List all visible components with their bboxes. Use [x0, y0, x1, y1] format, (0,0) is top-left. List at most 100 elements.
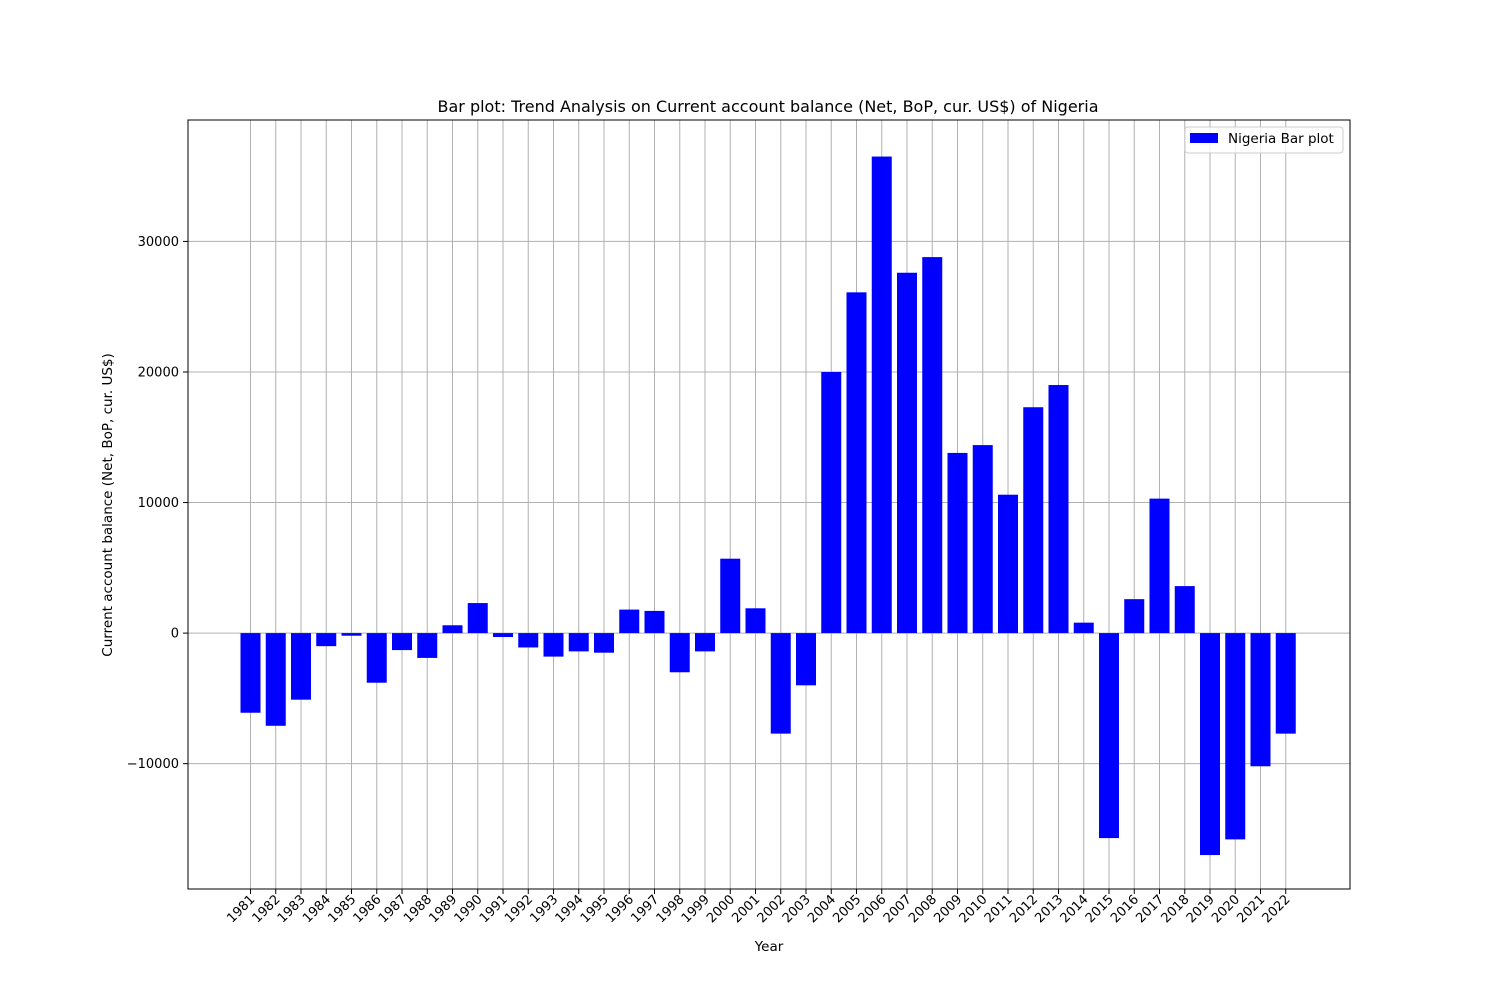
x-tick-label: 2001	[729, 892, 763, 926]
y-tick-label: 30000	[138, 235, 179, 250]
bar-1998	[669, 633, 690, 673]
x-tick-label: 1999	[679, 892, 713, 926]
bar-2022	[1275, 633, 1296, 734]
bar-1993	[543, 633, 564, 657]
bar-2017	[1149, 498, 1170, 634]
x-tick-label: 2013	[1032, 892, 1066, 926]
x-tick-label: 1989	[426, 892, 460, 926]
bar-2007	[897, 272, 917, 634]
x-tick-label: 2014	[1058, 892, 1092, 926]
bar-1985	[341, 633, 362, 636]
x-tick-label: 1985	[325, 892, 359, 926]
x-tick-label: 2011	[982, 892, 1016, 926]
x-tick-label: 1995	[578, 892, 612, 926]
legend-box	[1184, 126, 1344, 154]
x-tick-label: 2005	[830, 892, 864, 926]
bar-2021	[1250, 633, 1271, 767]
bar-1996	[619, 609, 640, 634]
x-tick-label: 2012	[1007, 892, 1041, 926]
bar-2015	[1099, 633, 1119, 839]
bar-2005	[846, 292, 867, 634]
x-tick-label: 2010	[957, 892, 991, 926]
bar-1987	[392, 633, 412, 651]
x-tick-label: 2000	[704, 892, 738, 926]
legend-label: Nigeria Bar plot	[1228, 131, 1334, 147]
legend: Nigeria Bar plot	[1184, 126, 1344, 154]
bar-2001	[745, 608, 766, 634]
x-tick-label: 1987	[376, 892, 410, 926]
x-tick-label: 1991	[477, 892, 511, 926]
bar-2004	[821, 371, 842, 634]
y-tick-label: 20000	[138, 365, 179, 380]
bar-1981	[240, 633, 261, 713]
x-tick-label: 1998	[654, 892, 688, 926]
x-tick-label: 1982	[250, 892, 284, 926]
x-tick-label: 2018	[1159, 892, 1193, 926]
bar-2000	[720, 558, 741, 634]
bar-1991	[493, 633, 513, 638]
bar-2008	[922, 257, 943, 634]
x-tick-label: 2002	[755, 892, 789, 926]
x-axis-ticks: 1981198219831984198519861987198819891990…	[224, 889, 1294, 926]
x-tick-label: 2022	[1260, 892, 1294, 926]
legend-swatch	[1190, 133, 1218, 143]
x-tick-label: 2006	[856, 892, 890, 926]
x-tick-label: 1996	[603, 892, 637, 926]
bars	[240, 156, 1296, 856]
bar-2014	[1073, 622, 1094, 634]
x-tick-label: 2007	[881, 892, 915, 926]
x-tick-label: 2003	[780, 892, 814, 926]
x-tick-label: 2021	[1234, 892, 1268, 926]
y-axis-label: Current account balance (Net, BoP, cur. …	[100, 353, 116, 656]
x-tick-label: 1983	[275, 892, 309, 926]
plot-frame	[187, 119, 1351, 890]
y-tick-label: −10000	[127, 757, 179, 772]
bar-2011	[998, 494, 1018, 634]
bar-1984	[316, 633, 337, 647]
bar-2002	[770, 633, 791, 734]
bar-2010	[972, 445, 993, 634]
bar-2018	[1174, 586, 1195, 634]
bar-1988	[417, 633, 438, 658]
bar-2016	[1124, 599, 1145, 634]
chart-title: Bar plot: Trend Analysis on Current acco…	[438, 97, 1099, 116]
bar-1990	[467, 603, 488, 634]
bar-1982	[265, 633, 286, 726]
bar-2012	[1023, 407, 1044, 634]
x-tick-label: 2017	[1133, 892, 1167, 926]
x-tick-label: 1990	[452, 892, 486, 926]
bar-2003	[796, 633, 816, 686]
grid-lines	[188, 120, 1350, 889]
bar-2009	[947, 452, 968, 634]
bar-2013	[1048, 385, 1069, 634]
x-tick-label: 1981	[224, 892, 258, 926]
bar-1983	[291, 633, 311, 700]
x-tick-label: 2008	[906, 892, 940, 926]
x-tick-label: 2019	[1184, 892, 1218, 926]
x-tick-label: 1992	[502, 892, 536, 926]
bar-1995	[594, 633, 614, 653]
y-tick-label: 0	[171, 627, 179, 642]
bar-1994	[568, 633, 589, 652]
bar-1989	[442, 625, 463, 634]
x-tick-label: 1986	[351, 892, 385, 926]
x-axis-label: Year	[754, 939, 784, 955]
x-tick-label: 2015	[1083, 892, 1117, 926]
bar-1997	[644, 610, 665, 634]
x-tick-label: 2016	[1108, 892, 1142, 926]
bar-2019	[1200, 633, 1220, 856]
x-tick-label: 1984	[300, 892, 334, 926]
y-axis-ticks: −10000 0 10000 20000 30000	[127, 235, 188, 772]
bar-2006	[871, 156, 892, 634]
x-tick-label: 1993	[527, 892, 561, 926]
x-tick-label: 1997	[628, 892, 662, 926]
bar-1986	[366, 633, 387, 683]
bar-1992	[518, 633, 539, 648]
x-tick-label: 1988	[401, 892, 435, 926]
bar-2020	[1225, 633, 1246, 840]
y-tick-label: 10000	[138, 496, 179, 511]
x-tick-label: 2009	[931, 892, 965, 926]
x-tick-label: 1994	[553, 892, 587, 926]
